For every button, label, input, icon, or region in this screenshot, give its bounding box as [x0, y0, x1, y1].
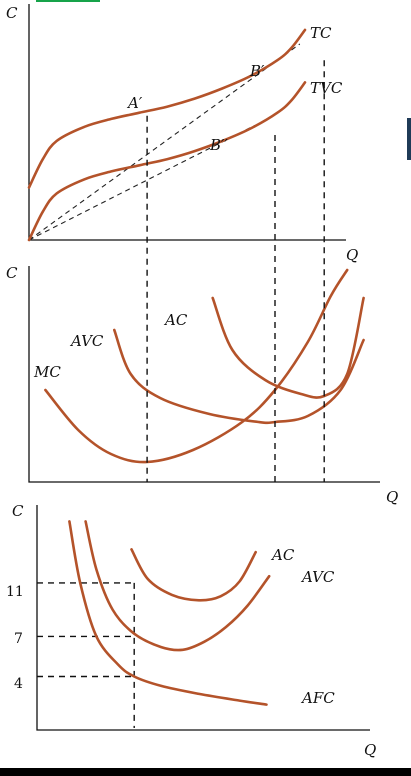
panel-average-marginal: C Q MC AVC AC: [6, 264, 398, 506]
panel3-afc-curve: [68, 520, 268, 706]
panel2-avc-curve: [113, 328, 365, 425]
panel2-xlabel: Q: [386, 488, 398, 506]
ray-from-origin-2: [28, 125, 255, 241]
panel3-avc-curve: [84, 520, 271, 652]
panel1-xlabel: Q: [346, 246, 358, 264]
panel2-ac-curve: [211, 296, 365, 399]
panel3-axes: [36, 505, 370, 731]
panel1-tvc-curve: [27, 81, 307, 242]
panel-average-cost: C Q 11 7 4 AC AVC AFC: [6, 502, 376, 759]
bottom-bar: [0, 768, 411, 776]
connecting-dashed-lines: [146, 60, 325, 482]
panel1-tc-curve: [27, 28, 307, 189]
mc-series-label: MC: [33, 363, 61, 381]
point-label-a-prime: A′: [126, 94, 143, 112]
tvc-series-label: TVC: [310, 79, 343, 97]
afc-series-label: AFC: [300, 689, 335, 707]
panel1-curves: [27, 28, 307, 242]
ray-from-origin-1: [28, 43, 301, 241]
point-label-b-prime: B′: [249, 62, 265, 80]
ac-series-label: AC: [163, 311, 188, 329]
ac3-series-label: AC: [270, 546, 295, 564]
panel2-ylabel: C: [6, 264, 18, 282]
panel3-xlabel: Q: [364, 741, 376, 759]
panel1-rays: [28, 43, 301, 241]
y-tick-7: 7: [14, 631, 23, 647]
panel2-axes: [28, 266, 380, 483]
right-edge-mark: [407, 118, 411, 160]
point-label-b-double-prime: B′′: [209, 136, 228, 154]
panel1-ylabel: C: [6, 4, 18, 22]
avc-series-label: AVC: [69, 332, 104, 350]
top-edge-mark: [36, 0, 100, 2]
panel-total-cost: C Q TC TVC A′ B′ B′′: [6, 4, 358, 264]
avc3-series-label: AVC: [300, 568, 335, 586]
panel3-guides: [37, 582, 135, 728]
tc-series-label: TC: [310, 24, 332, 42]
panel3-ylabel: C: [12, 502, 24, 520]
y-tick-4: 4: [14, 676, 23, 692]
panel2-mc-curve: [44, 268, 349, 464]
panel3-curves: [68, 520, 271, 706]
panel2-curves: [44, 268, 365, 464]
panel3-ac-curve: [130, 548, 257, 602]
y-tick-11: 11: [6, 584, 24, 600]
